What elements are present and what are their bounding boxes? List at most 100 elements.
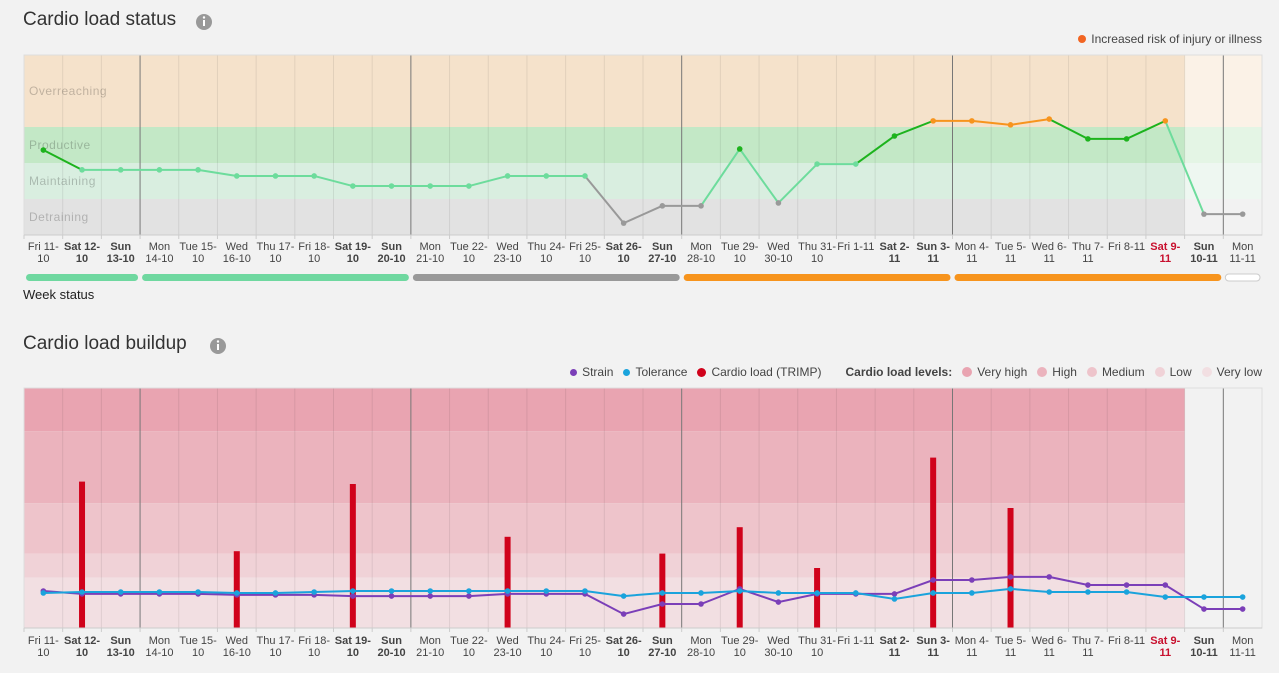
week-status-bar (26, 274, 139, 281)
x-tick-label: Sun 10-11 (1190, 635, 1218, 659)
data-point (891, 596, 898, 602)
line-segment (738, 148, 780, 204)
data-point (620, 220, 627, 226)
x-tick-label: Mon 14-10 (145, 241, 174, 265)
data-point (736, 146, 743, 152)
x-tick-label: Thu 24-10 (527, 635, 566, 659)
data-point (1046, 574, 1053, 580)
data-point (852, 590, 859, 596)
x-tick-label: Sun 13-10 (106, 635, 135, 659)
x-tick-label: Mon 11-11 (1229, 241, 1256, 265)
line-segment (313, 174, 354, 188)
data-point (311, 589, 317, 595)
x-tick-label: Wed 30-10 (764, 241, 793, 265)
bar (814, 568, 821, 628)
line-segment (468, 174, 508, 188)
data-point (1007, 586, 1014, 592)
x-tick-label: Sun 20-10 (377, 241, 406, 265)
data-point (427, 183, 434, 189)
data-point (388, 593, 395, 599)
data-point (969, 118, 975, 124)
x-tick-label: Sun 13-10 (106, 241, 135, 265)
data-point (582, 173, 588, 179)
data-point (272, 590, 279, 596)
x-tick-label: Sat 26-10 (605, 241, 642, 265)
legend: Increased risk of injury or illness (1078, 32, 1262, 46)
x-tick-label: Wed 16-10 (222, 635, 251, 659)
legend-label: Tolerance (635, 365, 688, 379)
bar (504, 536, 511, 628)
info-icon[interactable] (196, 14, 212, 30)
legend-item: Cardio load (TRIMP) (697, 365, 822, 379)
data-point (466, 183, 472, 189)
data-point (891, 133, 898, 139)
data-point (272, 173, 279, 179)
data-point (543, 173, 550, 179)
x-tick-label: Fri 18-10 (298, 241, 331, 265)
data-point (388, 183, 395, 189)
zone-band (24, 55, 1262, 127)
x-tick-label: Sun 27-10 (648, 241, 677, 265)
data-point (1162, 118, 1169, 124)
x-tick-label: Fri 18-10 (298, 635, 331, 659)
legend-item: Low (1154, 365, 1192, 379)
legend-label: Medium (1101, 365, 1145, 379)
data-point (40, 590, 47, 596)
x-tick-label: Mon 28-10 (686, 241, 716, 265)
data-point (543, 588, 550, 594)
data-point (620, 611, 627, 617)
data-point (1007, 122, 1014, 128)
zone-band (24, 199, 1262, 235)
legend-dot (1086, 367, 1097, 377)
data-point (969, 590, 975, 596)
data-point (427, 588, 434, 594)
bar (1007, 508, 1014, 628)
data-point (891, 591, 898, 597)
data-point (40, 147, 47, 153)
data-point (388, 588, 395, 594)
line-segment (777, 163, 818, 204)
legend-dot (697, 367, 707, 377)
line-segment (623, 204, 663, 225)
series-line (43, 587, 1243, 600)
data-point (1201, 606, 1207, 612)
line-segment (894, 119, 934, 137)
x-tick-label: Fri 25-10 (569, 635, 601, 659)
legend-dot (962, 367, 973, 377)
data-point (117, 589, 124, 595)
series-line (43, 575, 1243, 616)
line-segment (855, 135, 896, 165)
legend-item: High (1037, 365, 1077, 379)
zone-label: Overreaching (29, 84, 107, 98)
week-status-bar (954, 274, 1222, 281)
week-status-bar (142, 274, 409, 281)
data-point (1085, 136, 1091, 142)
chart-title: Cardio load buildup (23, 333, 187, 354)
data-point (350, 183, 356, 189)
data-point (1201, 211, 1207, 217)
data-point (466, 588, 472, 594)
x-tick-label: Thu 7-11 (1072, 635, 1104, 659)
data-point (233, 590, 240, 596)
data-point (659, 601, 666, 607)
line-segment (1126, 119, 1166, 140)
level-band (24, 388, 1185, 432)
x-tick-label: Mon 21-10 (416, 241, 445, 265)
info-icon[interactable] (210, 338, 226, 354)
level-band (24, 431, 1185, 504)
data-point (1239, 606, 1246, 612)
week-status-label: Week status (23, 287, 95, 302)
legend-item: Medium (1086, 365, 1145, 379)
x-tick-label: Wed 30-10 (764, 635, 793, 659)
data-point (466, 593, 472, 599)
legend-label: Very low (1216, 365, 1262, 379)
data-point (1201, 594, 1207, 600)
data-point (620, 593, 627, 599)
data-point (79, 589, 85, 595)
data-point (427, 593, 434, 599)
x-tick-label: Sun 3-11 (916, 635, 950, 659)
x-tick-label: Tue 5-11 (994, 635, 1027, 659)
zone-label: Maintaining (29, 174, 96, 188)
x-tick-label: Wed 23-10 (493, 241, 522, 265)
